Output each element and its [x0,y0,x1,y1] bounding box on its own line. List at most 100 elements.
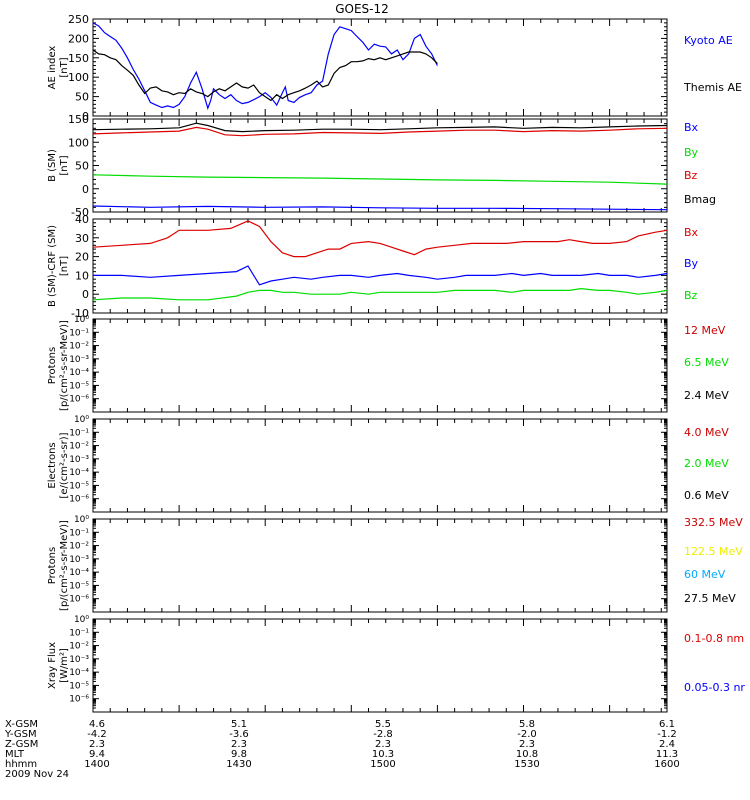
footer-value: 1530 [514,759,539,770]
y-tick-label: 10⁻² [69,342,89,352]
legend-entry: Kyoto AE [684,34,733,47]
legend-entry: 0.6 MeV [684,489,729,502]
legend-entry: 2.4 MeV [684,389,729,402]
footer-value: 2.3 [519,739,535,750]
footer-date: 2009 Nov 24 [5,769,69,780]
series-line-kyoto-ae [92,22,438,111]
legend-entry: 0.1-0.8 nm [684,632,744,645]
y-tick-label: 10⁻⁶ [69,595,89,605]
y-tick-label: 20 [75,251,89,264]
footer-value: 9.8 [231,749,247,760]
panel-frame [92,318,668,413]
y-tick-label: 10⁻³ [69,455,89,465]
footer-row-label: Y-GSM [4,729,37,740]
y-tick-label: 50 [75,160,89,173]
footer-value: 11.3 [656,749,678,760]
legend-entry: 6.5 MeV [684,356,729,369]
y-tick-label: 0 [82,288,89,301]
legend-entry: 27.5 MeV [684,592,736,605]
y-tick-label: 100 [68,136,89,149]
y-tick-label: 10⁻⁴ [69,368,89,378]
legend-entry: By [684,257,699,270]
y-tick-label: 10⁻⁴ [69,468,89,478]
series-line-themis-ae [92,49,438,102]
footer-value: -1.2 [657,729,677,740]
y-tick-label: 30 [75,232,89,245]
footer-value: 2.3 [231,739,247,750]
y-axis-unit: [nT] [59,155,70,175]
y-axis-unit: [W/m²] [59,648,70,683]
y-axis-unit: [p/(cm²-s-sr-MeV)] [59,520,70,611]
y-tick-label: 150 [68,52,89,65]
y-tick-label: 250 [68,13,89,26]
y-tick-label: 10⁻¹ [69,428,89,438]
legend-entry: Bz [684,169,698,182]
footer-value: 2.4 [659,739,675,750]
y-tick-label: 10⁻¹ [69,528,89,538]
y-tick-label: 10⁻¹ [69,328,89,338]
y-tick-label: 10⁻⁶ [69,395,89,405]
footer-value: 4.6 [89,719,105,730]
legend-entry: By [684,146,699,159]
footer-value: -2.8 [373,729,393,740]
legend-entry: 4.0 MeV [684,426,729,439]
panel-frame [92,218,668,314]
legend-entry: Bx [684,121,699,134]
panel-3: -10 0 10 20 30 40 B (SM)-CRF (SM) [nT] Bx By Bz [47,213,699,320]
y-tick-label: 10⁻³ [69,655,89,665]
y-tick-label: 10⁻⁴ [69,568,89,578]
y-axis-label: Protons [47,347,58,384]
ephemeris-footer: X-GSM 4.6 5.1 5.5 5.8 6.1 Y-GSM -4.2 -3.6 -2.8 -2.… [4,719,680,780]
y-axis-label: B (SM)-CRF (SM) [47,225,58,307]
y-tick-label: 0 [82,110,89,123]
panel-2: -50 0 50 100 150 B (SM) [nT] Bx By Bz Bmag [47,113,716,219]
footer-row-label: MLT [5,749,25,760]
panel-frame [92,618,668,713]
y-axis-label: Protons [47,547,58,584]
footer-value: 1600 [654,759,679,770]
legend-entry: 60 MeV [684,568,726,581]
y-tick-label: 50 [75,91,89,104]
y-tick-label: 10⁻⁵ [69,381,89,391]
footer-value: 1400 [84,759,109,770]
series-line-by [93,265,668,286]
legend-entry: 0.05-0.3 nr [684,681,745,694]
panel-1: 0 50 100 150 200 250 AE index [nT] Kyoto AE Themi… [47,13,742,123]
panel-frame [92,518,668,613]
panel-6: 10⁻⁶ 10⁻⁵ 10⁻⁴ 10⁻³ 10⁻² 10⁻¹ 10⁰ Protons [p/(cm… [47,515,743,613]
y-tick-label: 10⁻¹ [69,628,89,638]
y-tick-label: 10⁻² [69,642,89,652]
y-tick-label: 10⁻² [69,442,89,452]
y-tick-label: 10⁻⁶ [69,495,89,505]
y-tick-label: 100 [68,71,89,84]
y-axis-unit: [p/(cm²-s-sr-MeV)] [59,320,70,411]
footer-row-label: X-GSM [5,719,38,730]
footer-value: -2.0 [517,729,537,740]
footer-value: 6.1 [659,719,675,730]
y-tick-label: 10⁻⁴ [69,668,89,678]
series-line-bz [92,287,668,301]
y-tick-label: 10⁰ [74,415,89,425]
footer-value: 10.3 [372,749,394,760]
y-tick-label: -50 [71,206,89,219]
y-tick-label: 10⁻⁶ [69,695,89,705]
footer-row-label: Z-GSM [5,739,38,750]
panel-4: 10⁻⁶ 10⁻⁵ 10⁻⁴ 10⁻³ 10⁻² 10⁻¹ 10⁰ Protons [p/(cm… [47,315,729,413]
y-axis-label: Xray Flux [47,642,58,689]
plot-title: GOES-12 [335,2,389,16]
panel-7: 10⁻⁶ 10⁻⁵ 10⁻⁴ 10⁻³ 10⁻² 10⁻¹ 10⁰ Xray Flux [W/m… [47,615,745,713]
y-axis-label: B (SM) [47,149,58,182]
footer-value: 5.5 [375,719,391,730]
y-tick-label: 10⁰ [74,615,89,625]
panel-frame [92,418,668,513]
footer-value: 1500 [370,759,395,770]
y-tick-label: -10 [71,307,89,320]
legend-entry: Bz [684,289,698,302]
y-tick-label: 40 [75,213,89,226]
footer-row-label: hhmm [5,759,37,770]
series-line-bx [92,205,668,211]
legend-entry: Themis AE [683,81,742,94]
footer-value: 5.8 [519,719,535,730]
footer-value: 1430 [226,759,251,770]
